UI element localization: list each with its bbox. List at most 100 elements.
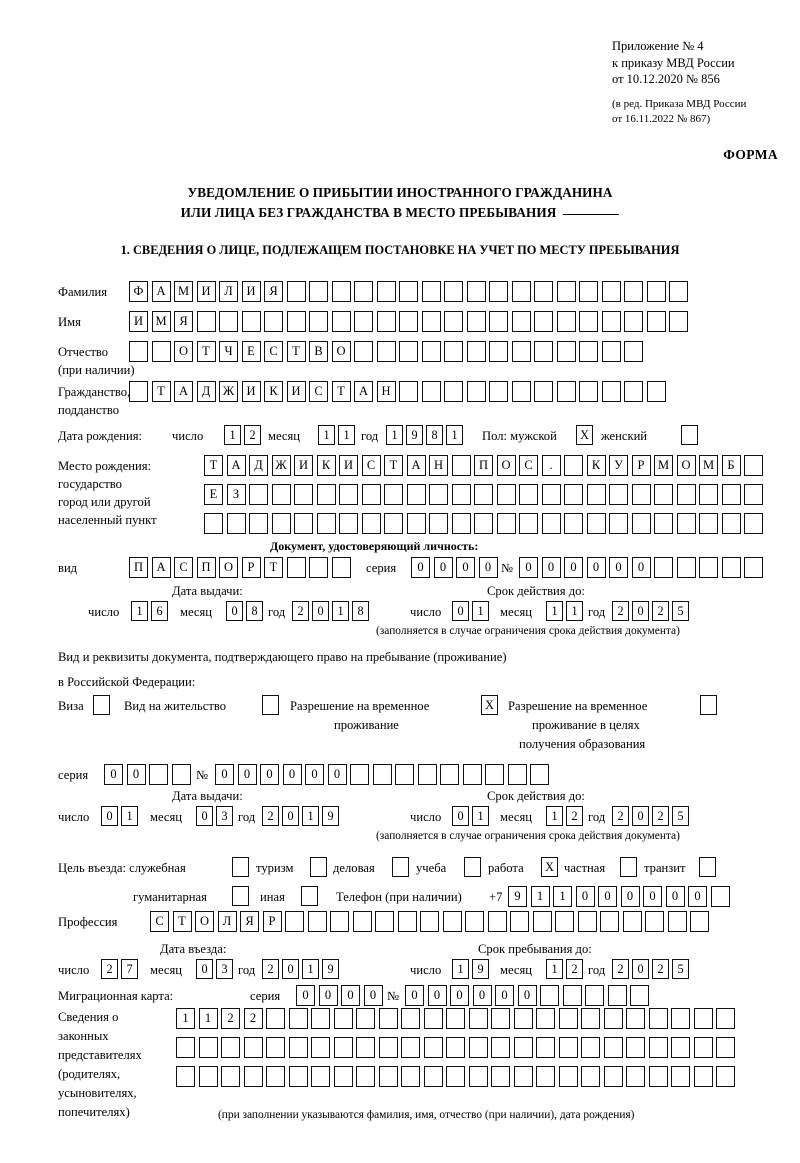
char-box[interactable]: Д [249,455,268,476]
char-box[interactable]: И [339,455,358,476]
char-box[interactable] [558,1008,578,1029]
char-box[interactable] [376,311,396,332]
char-box[interactable] [648,1037,668,1058]
char-box[interactable]: 0 [427,985,447,1006]
char-box[interactable] [466,341,486,362]
char-box[interactable] [744,557,763,578]
char-box[interactable] [646,381,666,402]
char-box[interactable] [654,557,673,578]
char-box[interactable]: Л [217,911,237,932]
char-box[interactable] [271,484,291,505]
char-box[interactable]: 0 [341,985,360,1006]
char-box[interactable] [271,513,291,534]
char-box[interactable] [395,764,414,785]
char-box[interactable]: 0 [519,557,538,578]
char-box[interactable]: 0 [260,764,279,785]
char-box[interactable]: С [519,455,538,476]
char-box[interactable]: 0 [411,557,430,578]
char-box[interactable] [491,1066,510,1087]
char-box[interactable] [286,557,306,578]
char-box[interactable] [352,911,372,932]
char-box[interactable] [129,341,148,362]
char-box[interactable] [624,281,643,302]
char-box[interactable]: 0 [296,985,315,1006]
char-box[interactable]: М [654,455,673,476]
char-box[interactable] [421,381,441,402]
char-box[interactable]: 0 [609,557,628,578]
char-box[interactable] [530,764,549,785]
char-box[interactable]: 0 [305,764,324,785]
char-box[interactable] [585,985,604,1006]
char-box[interactable]: Р [241,557,261,578]
char-box[interactable]: 0 [312,601,329,621]
char-box[interactable]: С [309,381,328,402]
char-box[interactable]: 7 [121,959,138,979]
char-box[interactable]: 0 [433,557,453,578]
char-box[interactable]: 0 [541,557,561,578]
char-box[interactable] [716,1008,735,1029]
char-box[interactable]: П [474,455,493,476]
char-box[interactable] [541,484,561,505]
char-box[interactable] [489,381,508,402]
char-box[interactable] [221,1066,240,1087]
char-box[interactable] [603,1037,623,1058]
char-box[interactable]: 5 [672,601,689,621]
char-box[interactable] [171,764,191,785]
char-box[interactable]: 0 [215,764,234,785]
char-box[interactable] [331,557,351,578]
char-box[interactable] [372,764,392,785]
char-box[interactable] [721,513,741,534]
char-box[interactable] [507,764,527,785]
char-box[interactable]: Н [429,455,448,476]
char-box[interactable] [601,341,621,362]
char-box[interactable] [399,381,418,402]
char-box[interactable]: 3 [216,959,233,979]
char-box[interactable] [399,311,418,332]
char-box[interactable] [513,1066,533,1087]
char-box[interactable] [513,1008,533,1029]
char-box[interactable] [601,381,621,402]
char-box[interactable]: Б [721,455,741,476]
char-box[interactable]: Т [384,455,403,476]
char-box[interactable] [401,1008,420,1029]
char-box[interactable] [331,311,351,332]
char-box[interactable] [540,985,559,1006]
char-box[interactable] [266,1037,285,1058]
purpose-work-checkbox[interactable]: X [541,857,558,877]
char-box[interactable] [690,911,709,932]
char-box[interactable]: И [294,455,313,476]
char-box[interactable] [226,513,246,534]
char-box[interactable]: 0 [632,959,649,979]
char-box[interactable] [532,911,552,932]
char-box[interactable]: 2 [566,806,583,826]
char-box[interactable]: 0 [495,985,514,1006]
char-box[interactable] [421,341,441,362]
char-box[interactable] [354,281,373,302]
char-box[interactable] [676,484,696,505]
permit-edu-checkbox[interactable] [700,695,717,715]
char-box[interactable]: 1 [302,959,319,979]
char-box[interactable]: 0 [620,886,640,907]
char-box[interactable] [376,281,396,302]
char-box[interactable] [198,1037,218,1058]
char-box[interactable]: Ж [219,381,238,402]
char-box[interactable] [423,1066,443,1087]
char-box[interactable]: М [699,455,718,476]
char-box[interactable] [648,1008,668,1029]
char-box[interactable] [534,281,553,302]
char-box[interactable] [699,513,718,534]
char-box[interactable] [485,764,504,785]
char-box[interactable] [489,311,508,332]
